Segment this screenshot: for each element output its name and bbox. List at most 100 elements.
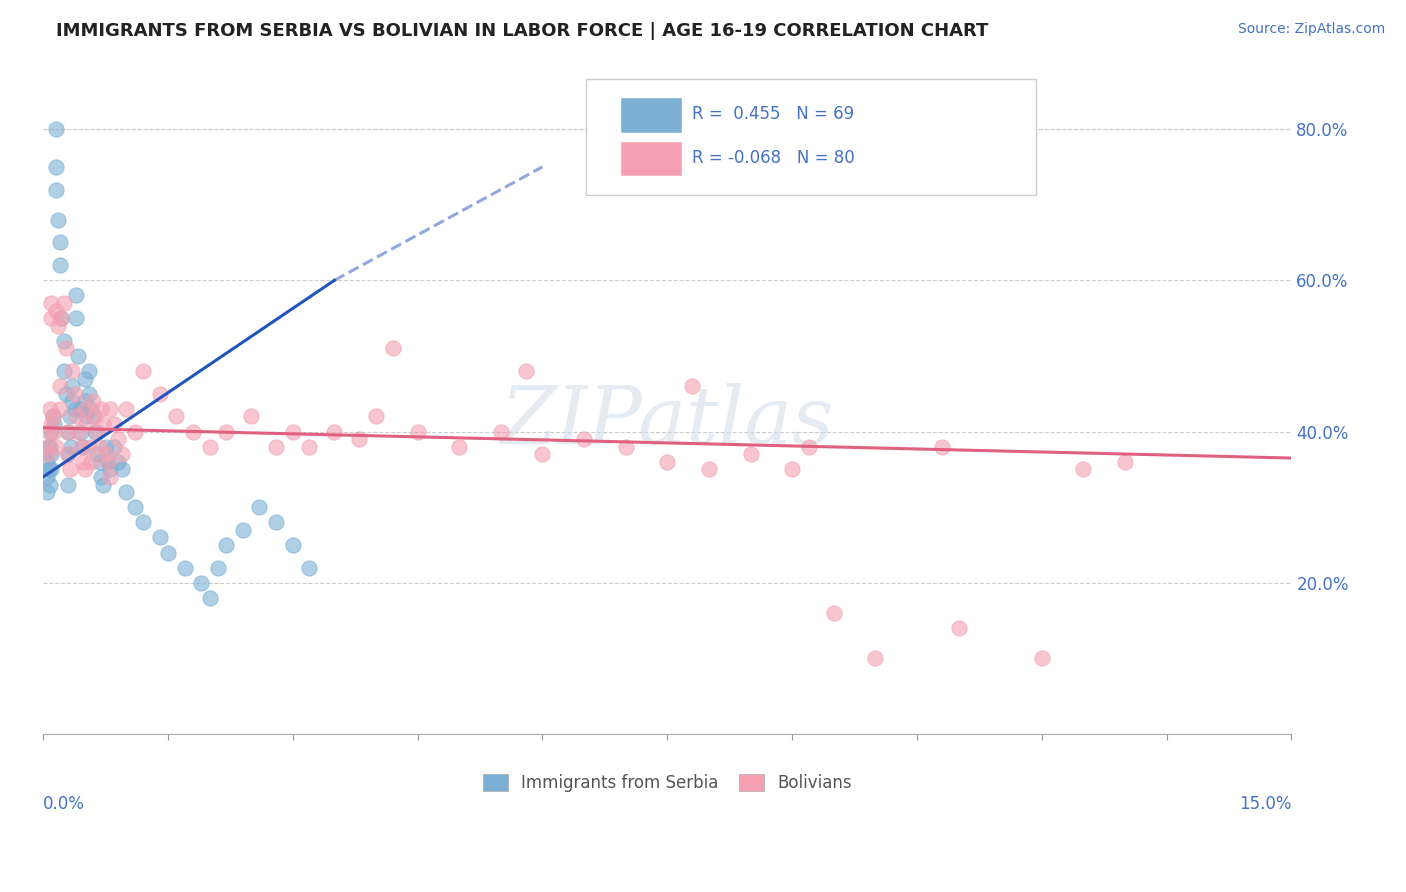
Point — [60, 394, 83, 409]
Point — [51, 311, 73, 326]
Point — [740, 447, 762, 461]
Point — [65, 288, 87, 302]
Point — [165, 409, 187, 424]
Text: 0.0%: 0.0% — [44, 795, 84, 813]
Point — [103, 440, 125, 454]
Point — [60, 364, 83, 378]
Point — [107, 432, 129, 446]
Point — [91, 477, 114, 491]
Point — [449, 440, 471, 454]
Text: Source: ZipAtlas.com: Source: ZipAtlas.com — [1237, 22, 1385, 37]
Point — [865, 651, 887, 665]
Point — [240, 409, 263, 424]
Point — [489, 425, 512, 439]
Point — [83, 409, 105, 424]
FancyBboxPatch shape — [621, 142, 682, 177]
Point — [697, 462, 720, 476]
Point — [69, 425, 91, 439]
Point — [80, 455, 103, 469]
FancyBboxPatch shape — [586, 78, 1036, 195]
Point — [111, 447, 134, 461]
Point — [73, 371, 96, 385]
Point — [42, 409, 65, 424]
Point — [55, 342, 77, 356]
Point — [281, 425, 304, 439]
Point — [98, 470, 121, 484]
Point — [46, 212, 69, 227]
Point — [190, 575, 212, 590]
Point — [124, 500, 146, 515]
Point — [82, 409, 104, 424]
Point — [515, 364, 537, 378]
Point — [75, 409, 97, 424]
Point — [149, 531, 172, 545]
Point — [67, 425, 90, 439]
Point — [56, 425, 79, 439]
Point — [59, 409, 82, 424]
Point — [41, 447, 63, 461]
Point — [107, 455, 129, 469]
Point — [65, 409, 87, 424]
Point — [98, 462, 121, 476]
FancyBboxPatch shape — [621, 98, 682, 133]
Point — [37, 440, 59, 454]
Point — [46, 318, 69, 333]
Point — [38, 477, 60, 491]
Point — [73, 401, 96, 416]
Point — [931, 440, 953, 454]
Text: 15.0%: 15.0% — [1239, 795, 1292, 813]
Point — [264, 516, 287, 530]
Text: R =  0.455   N = 69: R = 0.455 N = 69 — [692, 105, 855, 123]
Point — [56, 477, 79, 491]
Point — [56, 447, 79, 461]
Point — [82, 394, 104, 409]
Point — [198, 591, 221, 605]
Point — [55, 386, 77, 401]
Point — [72, 455, 94, 469]
Point — [63, 401, 86, 416]
Point — [111, 462, 134, 476]
Point — [531, 447, 554, 461]
Point — [97, 455, 120, 469]
Point — [39, 417, 62, 431]
Point — [614, 440, 637, 454]
Legend: Immigrants from Serbia, Bolivians: Immigrants from Serbia, Bolivians — [477, 767, 858, 799]
Point — [364, 409, 387, 424]
Point — [181, 425, 204, 439]
Point — [281, 538, 304, 552]
Point — [59, 462, 82, 476]
Point — [83, 425, 105, 439]
Point — [657, 455, 679, 469]
Point — [69, 401, 91, 416]
Point — [215, 538, 238, 552]
Point — [73, 462, 96, 476]
Point — [41, 296, 63, 310]
Point — [232, 523, 254, 537]
Point — [86, 447, 108, 461]
Point — [406, 425, 429, 439]
Point — [298, 440, 321, 454]
Point — [42, 417, 65, 431]
Point — [349, 432, 371, 446]
Point — [52, 296, 75, 310]
Point — [72, 440, 94, 454]
Text: IMMIGRANTS FROM SERBIA VS BOLIVIAN IN LABOR FORCE | AGE 16-19 CORRELATION CHART: IMMIGRANTS FROM SERBIA VS BOLIVIAN IN LA… — [56, 22, 988, 40]
Point — [45, 303, 67, 318]
Point — [69, 440, 91, 454]
Point — [94, 447, 117, 461]
Point — [42, 425, 65, 439]
Point — [1073, 462, 1095, 476]
Point — [63, 386, 86, 401]
Point — [90, 470, 112, 484]
Point — [89, 440, 111, 454]
Point — [49, 258, 72, 272]
Point — [780, 462, 803, 476]
Point — [149, 386, 172, 401]
Point — [98, 401, 121, 416]
Point — [49, 235, 72, 250]
Point — [298, 560, 321, 574]
Point — [41, 311, 63, 326]
Point — [59, 440, 82, 454]
Point — [77, 364, 100, 378]
Point — [38, 401, 60, 416]
